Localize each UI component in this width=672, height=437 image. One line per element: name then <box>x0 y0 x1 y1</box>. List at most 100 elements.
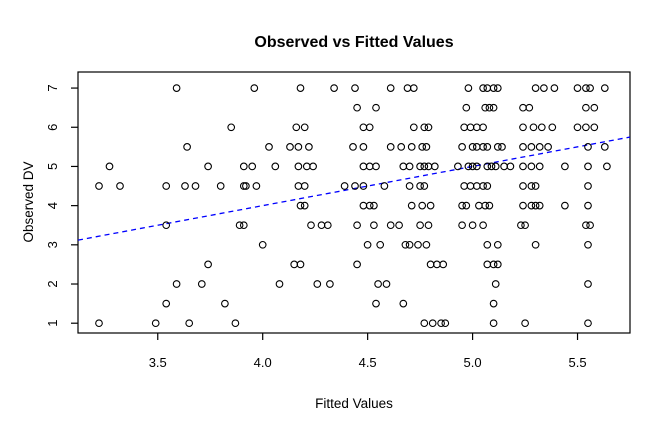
data-point <box>258 240 267 249</box>
data-point <box>468 162 477 171</box>
data-points <box>95 84 611 328</box>
data-point <box>292 123 301 132</box>
data-point <box>162 299 171 308</box>
data-point <box>519 123 527 132</box>
data-point <box>584 182 592 190</box>
data-point <box>460 182 469 190</box>
data-point <box>275 280 284 288</box>
data-point <box>382 280 391 288</box>
data-point <box>483 182 492 190</box>
data-point <box>493 240 502 249</box>
data-point <box>561 201 569 210</box>
data-point <box>116 182 124 190</box>
data-point <box>582 123 590 132</box>
data-point <box>430 162 439 171</box>
data-point <box>489 299 498 308</box>
data-point <box>386 221 395 230</box>
data-point <box>405 240 414 249</box>
data-point <box>481 201 490 210</box>
data-point <box>370 221 378 230</box>
data-point <box>181 182 189 190</box>
data-point <box>372 103 380 112</box>
data-point <box>359 123 368 132</box>
data-point <box>491 162 500 171</box>
data-point <box>506 162 515 171</box>
data-point <box>370 201 378 210</box>
x-tick-label: 5.0 <box>464 355 482 370</box>
data-point <box>422 240 431 249</box>
data-point <box>458 201 466 210</box>
data-point <box>584 240 592 249</box>
data-point <box>231 319 240 328</box>
data-point <box>437 319 445 328</box>
data-point <box>330 84 338 92</box>
data-point <box>479 123 487 132</box>
data-point <box>487 162 496 171</box>
data-point <box>479 182 487 190</box>
data-point <box>239 221 248 230</box>
data-point <box>399 162 408 171</box>
data-point <box>466 182 475 190</box>
data-point <box>296 201 305 210</box>
data-point <box>491 280 500 288</box>
data-point <box>405 182 414 190</box>
data-point <box>294 162 303 171</box>
data-point <box>466 123 475 132</box>
data-point <box>485 103 494 112</box>
data-point <box>493 260 502 269</box>
data-point <box>582 103 590 112</box>
data-point <box>227 123 236 132</box>
data-point <box>519 201 527 210</box>
data-point <box>525 103 534 112</box>
data-point <box>300 182 309 190</box>
data-point <box>216 182 225 190</box>
data-point <box>349 143 357 151</box>
y-tick-label: 5 <box>45 163 60 170</box>
data-point <box>424 221 433 230</box>
data-point <box>407 201 416 210</box>
data-point <box>265 143 273 151</box>
data-point <box>353 260 361 269</box>
y-tick-label: 3 <box>45 241 60 248</box>
data-point <box>519 103 527 112</box>
data-point <box>489 84 498 92</box>
x-tick-label: 3.5 <box>149 355 167 370</box>
data-point <box>397 143 406 151</box>
data-point <box>353 103 361 112</box>
data-point <box>307 221 315 230</box>
data-point <box>517 221 525 230</box>
data-point <box>439 260 448 269</box>
data-point <box>359 201 368 210</box>
data-point <box>582 84 590 92</box>
data-point <box>483 143 492 151</box>
data-point <box>172 84 181 92</box>
data-point <box>464 162 473 171</box>
data-point <box>386 84 395 92</box>
y-tick-label: 4 <box>45 202 60 209</box>
data-point <box>472 143 481 151</box>
data-point <box>294 182 303 190</box>
data-point <box>416 182 424 190</box>
data-point <box>428 319 437 328</box>
data-point <box>527 162 536 171</box>
data-point <box>313 280 322 288</box>
data-point <box>573 123 582 132</box>
data-point <box>250 84 259 92</box>
data-point <box>340 182 349 190</box>
data-point <box>420 319 429 328</box>
y-tick-label: 2 <box>45 280 60 287</box>
data-point <box>519 143 527 151</box>
data-point <box>441 319 450 328</box>
data-point <box>424 123 433 132</box>
data-point <box>351 84 359 92</box>
data-point <box>464 84 473 92</box>
data-point <box>407 143 416 151</box>
data-point <box>590 103 599 112</box>
data-point <box>365 201 374 210</box>
x-tick-label: 4.5 <box>359 355 377 370</box>
data-point <box>479 84 487 92</box>
data-point <box>479 221 487 230</box>
data-point <box>433 260 441 269</box>
data-point <box>544 143 552 151</box>
